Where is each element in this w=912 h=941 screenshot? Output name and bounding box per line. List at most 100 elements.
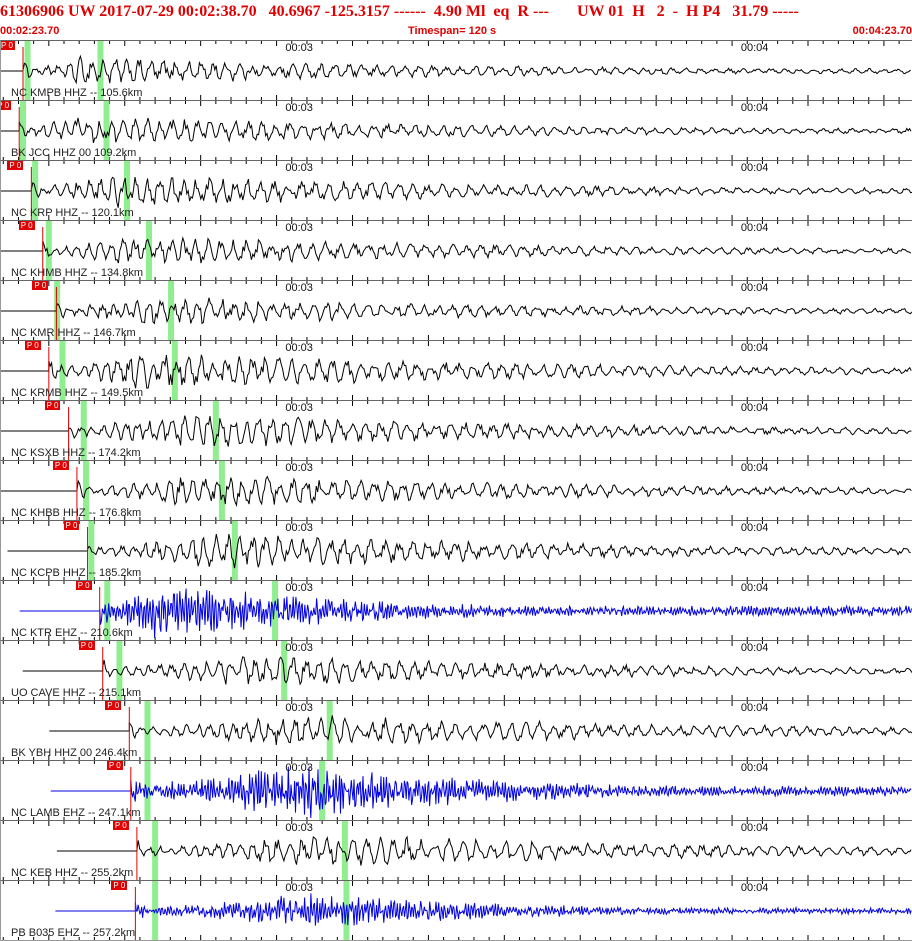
p-pick-tag[interactable]: P 0 — [32, 281, 49, 290]
minute-label: 00:04 — [740, 222, 769, 234]
waveform-plot — [1, 221, 912, 280]
phase-marker — [54, 281, 61, 340]
station-panel[interactable]: P 0 00:03 00:04 BK JCC HHZ 00 109.2km — [0, 100, 912, 161]
station-panel[interactable]: P 0 00:03 00:04 NC KSXB HHZ -- 174.2km — [0, 400, 912, 461]
station-panel[interactable]: P 0 00:03 00:04 BK YBH HHZ 00 246.4km — [0, 700, 912, 761]
waveform-trace — [7, 533, 911, 569]
station-panel[interactable]: P 0 00:03 00:04 NC KRP HHZ -- 120.1km — [0, 160, 912, 221]
station-panel[interactable]: P 0 00:03 00:04 NC KRMB HHZ -- 149.5km — [0, 340, 912, 401]
p-pick-tag[interactable]: P 0 — [52, 461, 69, 470]
waveform-plot — [1, 461, 912, 520]
waveform-plot — [1, 161, 912, 220]
p-pick-tag[interactable]: P 0 — [7, 161, 24, 170]
waveform-plot — [1, 401, 912, 460]
minute-label: 00:03 — [285, 822, 313, 834]
station-label: BK YBH HHZ 00 246.4km — [11, 747, 138, 759]
station-panel[interactable]: P 0 00:03 00:04 PB B035 EHZ -- 257.2km — [0, 880, 912, 941]
phase-marker — [104, 581, 111, 640]
phase-marker — [212, 401, 219, 460]
event-header: 61306906 UW 2017-07-29 00:02:38.70 40.69… — [0, 0, 912, 40]
minute-label: 00:04 — [740, 522, 769, 534]
p-pick-tag[interactable]: P 0 — [63, 521, 80, 530]
minute-label: 00:04 — [740, 402, 769, 414]
p-pick-tag[interactable]: P 0 — [111, 881, 128, 890]
minute-label: 00:04 — [740, 582, 769, 594]
waveform-plot — [2, 581, 912, 640]
p-pick-tag[interactable]: P 0 — [44, 401, 61, 410]
station-label: NC KTR EHZ -- 210.6km — [11, 627, 133, 639]
minute-label: 00:04 — [740, 822, 769, 834]
station-label: PB B035 EHZ -- 257.2km — [11, 927, 136, 939]
waveform-plot — [1, 41, 911, 100]
station-label: NC KEB HHZ -- 255.2km — [11, 867, 134, 879]
minute-label: 00:04 — [740, 162, 769, 174]
phase-marker — [45, 221, 52, 280]
phase-marker — [218, 461, 225, 520]
phase-marker — [231, 521, 238, 580]
waveform-trace — [22, 656, 912, 686]
p-pick-tag[interactable]: P 0 — [78, 641, 95, 650]
p-pick-tag[interactable]: P 0 — [1, 41, 15, 50]
p-pick-tag[interactable]: P 0 — [106, 761, 123, 770]
phase-marker — [341, 821, 348, 880]
waveform-trace — [1, 117, 912, 143]
station-label: NC KMPB HHZ -- 105.6km — [11, 87, 143, 99]
p-pick-tag[interactable]: P 0 — [1, 101, 12, 110]
phase-marker — [116, 641, 123, 700]
waveform-trace — [1, 415, 912, 447]
phase-marker — [124, 161, 131, 220]
minute-label: 00:04 — [740, 702, 769, 714]
waveform-trace — [1, 176, 912, 208]
phase-marker — [168, 281, 175, 340]
minute-label: 00:03 — [285, 162, 313, 174]
phase-marker — [59, 341, 66, 400]
p-pick-tag[interactable]: P 0 — [105, 701, 122, 710]
station-label: BK JCC HHZ 00 109.2km — [11, 147, 137, 159]
seismogram-panels[interactable]: P 0 00:03 00:04 NC KMPB HHZ -- 105.6km P 0 00… — [0, 40, 912, 941]
minute-label: 00:04 — [740, 282, 769, 294]
minute-label: 00:04 — [740, 42, 769, 54]
station-label: NC KCPB HHZ -- 185.2km — [11, 567, 142, 579]
minute-label: 00:04 — [740, 462, 769, 474]
phase-marker — [144, 701, 151, 760]
waveform-trace — [55, 893, 912, 926]
phase-marker — [146, 221, 153, 280]
p-pick-tag[interactable]: P 0 — [75, 581, 92, 590]
waveform-plot — [2, 521, 911, 580]
phase-marker — [103, 101, 110, 160]
phase-marker — [20, 101, 27, 160]
p-pick-tag[interactable]: P 0 — [24, 341, 41, 350]
minute-label: 00:04 — [740, 762, 769, 774]
station-panel[interactable]: P 0 00:03 00:04 NC KCPB HHZ -- 185.2km — [0, 520, 912, 581]
phase-marker — [272, 581, 279, 640]
minute-label: 00:03 — [285, 102, 313, 114]
waveform-plot — [2, 821, 912, 880]
station-panel[interactable]: P 0 00:03 00:04 NC LAMB EHZ -- 247.1km — [0, 760, 912, 821]
phase-marker — [32, 161, 39, 220]
window-end-time: 00:04:23.70 — [852, 25, 912, 37]
minute-label: 00:04 — [740, 642, 769, 654]
p-pick-tag[interactable]: P 0 — [18, 221, 35, 230]
minute-label: 00:03 — [285, 282, 313, 294]
waveform-trace — [19, 588, 912, 639]
window-start-time: 00:02:23.70 — [0, 25, 60, 37]
p-pick-tag[interactable]: P 0 — [112, 821, 129, 830]
station-panel[interactable]: P 0 00:03 00:04 NC KMR HHZ -- 146.7km — [0, 280, 912, 341]
minute-label: 00:03 — [285, 642, 313, 654]
station-label: NC KHMB HHZ -- 134.8km — [11, 267, 144, 279]
station-panel[interactable]: P 0 00:03 00:04 NC KMPB HHZ -- 105.6km — [0, 40, 912, 101]
station-panel[interactable]: P 0 00:03 00:04 NC KEB HHZ -- 255.2km — [0, 820, 912, 881]
station-panel[interactable]: P 0 00:03 00:04 UO CAVE HHZ -- 215.1km — [0, 640, 912, 701]
station-label: NC KRP HHZ -- 120.1km — [11, 207, 134, 219]
station-label: NC KMR HHZ -- 146.7km — [11, 327, 136, 339]
minute-label: 00:03 — [285, 882, 313, 894]
waveform-trace — [1, 297, 912, 325]
phase-marker — [80, 401, 87, 460]
waveform-trace — [1, 475, 912, 508]
station-panel[interactable]: P 0 00:03 00:04 NC KTR EHZ -- 210.6km — [0, 580, 912, 641]
waveform-trace — [50, 766, 912, 819]
station-panel[interactable]: P 0 00:03 00:04 NC KHBB HHZ -- 176.8km — [0, 460, 912, 521]
station-panel[interactable]: P 0 00:03 00:04 NC KHMB HHZ -- 134.8km — [0, 220, 912, 281]
minute-label: 00:03 — [285, 522, 313, 534]
waveform-plot — [1, 341, 912, 400]
